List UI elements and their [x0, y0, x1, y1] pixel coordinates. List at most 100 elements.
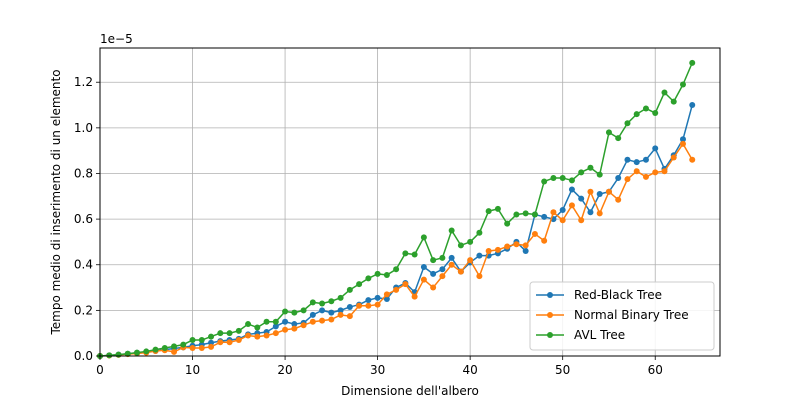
data-point — [633, 159, 640, 166]
x-tick-label: 10 — [185, 363, 200, 377]
data-point — [430, 284, 437, 291]
data-point — [106, 352, 113, 359]
data-point — [420, 276, 427, 283]
data-point — [596, 210, 603, 217]
data-point — [642, 173, 649, 180]
data-point — [568, 177, 575, 184]
data-point — [365, 302, 372, 309]
data-point — [679, 81, 686, 88]
data-point — [383, 295, 390, 302]
data-point — [300, 307, 307, 314]
data-point — [365, 297, 372, 304]
data-point — [189, 345, 196, 352]
data-point — [226, 339, 233, 346]
data-point — [559, 206, 566, 213]
data-point — [652, 145, 659, 152]
legend-box — [529, 281, 715, 351]
data-point — [328, 316, 335, 323]
data-point — [605, 188, 612, 195]
data-point — [309, 318, 316, 325]
data-point — [541, 178, 548, 185]
data-point — [439, 266, 446, 273]
data-point — [568, 186, 575, 193]
data-point — [679, 140, 686, 147]
data-point — [578, 169, 585, 176]
data-point — [494, 205, 501, 212]
y-tick-label: 0.0 — [74, 349, 93, 363]
data-point — [531, 211, 538, 218]
x-tick-label: 20 — [277, 363, 292, 377]
data-point — [180, 341, 187, 348]
data-point — [411, 293, 418, 300]
data-point — [402, 281, 409, 288]
data-point — [272, 323, 279, 330]
data-point — [263, 332, 270, 339]
data-point — [300, 322, 307, 329]
data-point — [217, 330, 224, 337]
data-point — [587, 188, 594, 195]
x-tick-label: 0 — [96, 363, 104, 377]
data-point — [430, 257, 437, 264]
data-point — [291, 325, 298, 332]
data-point — [439, 273, 446, 280]
data-point — [374, 270, 381, 277]
data-point — [115, 351, 122, 358]
data-point — [624, 120, 631, 127]
data-point — [633, 168, 640, 175]
data-point — [448, 254, 455, 261]
data-point — [485, 248, 492, 255]
data-point — [383, 272, 390, 279]
data-point — [467, 257, 474, 264]
data-point — [642, 156, 649, 163]
data-point — [208, 333, 215, 340]
data-point — [272, 318, 279, 325]
y-tick-label: 1.2 — [74, 75, 93, 89]
data-point — [522, 248, 529, 255]
data-point — [198, 345, 205, 352]
y-tick-label: 0.6 — [74, 212, 93, 226]
legend-swatch-marker — [547, 332, 553, 338]
data-point — [587, 209, 594, 216]
data-point — [374, 301, 381, 308]
data-point — [282, 308, 289, 315]
data-point — [319, 317, 326, 324]
data-point — [661, 168, 668, 175]
data-point — [689, 102, 696, 109]
data-point — [393, 266, 400, 273]
data-point — [226, 330, 233, 337]
x-tick-label: 50 — [555, 363, 570, 377]
data-point — [328, 309, 335, 316]
data-point — [476, 229, 483, 236]
data-point — [550, 209, 557, 216]
y-tick-label: 0.2 — [74, 303, 93, 317]
data-point — [272, 330, 279, 337]
data-point — [420, 264, 427, 271]
series-lines — [97, 59, 696, 359]
data-point — [642, 105, 649, 112]
data-point — [439, 254, 446, 261]
data-point — [254, 333, 261, 340]
data-point — [356, 281, 363, 288]
data-point — [652, 169, 659, 176]
data-point — [559, 217, 566, 224]
data-point — [346, 313, 353, 320]
data-point — [467, 238, 474, 245]
data-point — [245, 332, 252, 339]
data-point — [615, 135, 622, 142]
data-point — [171, 343, 178, 350]
data-point — [356, 302, 363, 309]
data-point — [337, 311, 344, 318]
gridlines — [99, 48, 720, 357]
y-tick-label: 1.0 — [74, 121, 93, 135]
data-point — [235, 337, 242, 344]
data-point — [402, 250, 409, 257]
data-point — [504, 243, 511, 250]
data-point — [513, 211, 520, 218]
legend-swatch-marker — [547, 292, 553, 298]
plot-frame — [99, 47, 721, 357]
data-point — [171, 348, 178, 355]
data-point — [393, 286, 400, 293]
data-point — [161, 345, 168, 352]
y-offset-label: 1e−5 — [100, 32, 133, 46]
data-point — [346, 303, 353, 310]
